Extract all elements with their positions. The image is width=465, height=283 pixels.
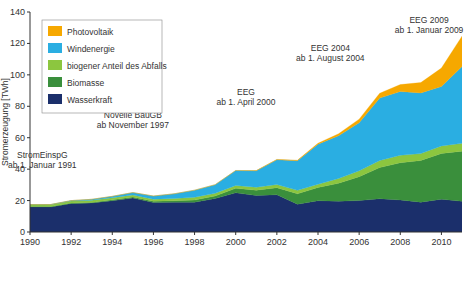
annotation: ab 1. April 2000 xyxy=(216,97,275,107)
y-axis-label: Stromerzeugung [TWh] xyxy=(0,78,10,166)
x-tick-label: 1998 xyxy=(185,237,205,247)
y-tick xyxy=(27,200,30,201)
x-tick-label: 2000 xyxy=(226,237,246,247)
y-tick-label: 0 xyxy=(20,227,25,237)
y-axis xyxy=(30,12,31,232)
x-tick xyxy=(400,232,401,235)
annotation: EEG 2009 xyxy=(409,15,448,25)
annotation: StromEinspG xyxy=(17,150,68,160)
y-tick xyxy=(27,43,30,44)
legend-swatch xyxy=(48,26,62,36)
y-tick-label: 60 xyxy=(15,133,25,143)
y-tick-label: 120 xyxy=(10,38,25,48)
y-tick xyxy=(27,137,30,138)
annotation: EEG 2004 xyxy=(311,43,350,53)
legend-label: Windenergie xyxy=(67,44,115,54)
x-tick-label: 2010 xyxy=(431,237,451,247)
x-tick-label: 1992 xyxy=(61,237,81,247)
x-tick xyxy=(30,232,31,235)
x-tick-label: 1994 xyxy=(102,237,122,247)
x-tick-label: 2002 xyxy=(267,237,287,247)
legend: Photovoltaik Windenergie biogener Anteil d… xyxy=(42,20,167,113)
legend-swatch xyxy=(48,94,62,104)
y-tick-label: 80 xyxy=(15,101,25,111)
chart: 0204060801001201401990199219941996199820… xyxy=(0,0,465,283)
y-tick-label: 140 xyxy=(10,7,25,17)
areas xyxy=(30,36,462,232)
y-tick xyxy=(27,74,30,75)
legend-swatch xyxy=(48,60,62,70)
annotation: ab 1. Januar 2009 xyxy=(395,25,464,35)
x-tick-label: 1996 xyxy=(143,237,163,247)
legend-label: biogener Anteil des Abfalls xyxy=(67,61,167,71)
x-tick-label: 1990 xyxy=(20,237,40,247)
legend-swatch xyxy=(48,77,62,87)
y-tick xyxy=(27,12,30,13)
x-tick xyxy=(153,232,154,235)
x-tick xyxy=(276,232,277,235)
x-tick xyxy=(194,232,195,235)
x-tick xyxy=(359,232,360,235)
x-tick xyxy=(112,232,113,235)
legend-label: Wasserkraft xyxy=(67,95,113,105)
y-tick-label: 100 xyxy=(10,70,25,80)
x-tick xyxy=(441,232,442,235)
x-tick xyxy=(235,232,236,235)
annotation: ab 1. Januar 1991 xyxy=(8,160,77,170)
y-tick xyxy=(27,106,30,107)
area xyxy=(30,36,462,204)
annotation: ab 1. August 2004 xyxy=(296,53,365,63)
x-tick xyxy=(71,232,72,235)
legend-label: Biomasse xyxy=(67,78,105,88)
y-tick-label: 20 xyxy=(15,196,25,206)
legend-swatch xyxy=(48,43,62,53)
x-tick-label: 2006 xyxy=(349,237,369,247)
x-tick xyxy=(318,232,319,235)
x-tick-label: 2008 xyxy=(390,237,410,247)
x-axis xyxy=(30,232,462,233)
x-tick-label: 2004 xyxy=(308,237,328,247)
annotation: ab November 1997 xyxy=(97,120,170,130)
annotation: EEG xyxy=(237,87,255,97)
legend-label: Photovoltaik xyxy=(67,27,114,37)
